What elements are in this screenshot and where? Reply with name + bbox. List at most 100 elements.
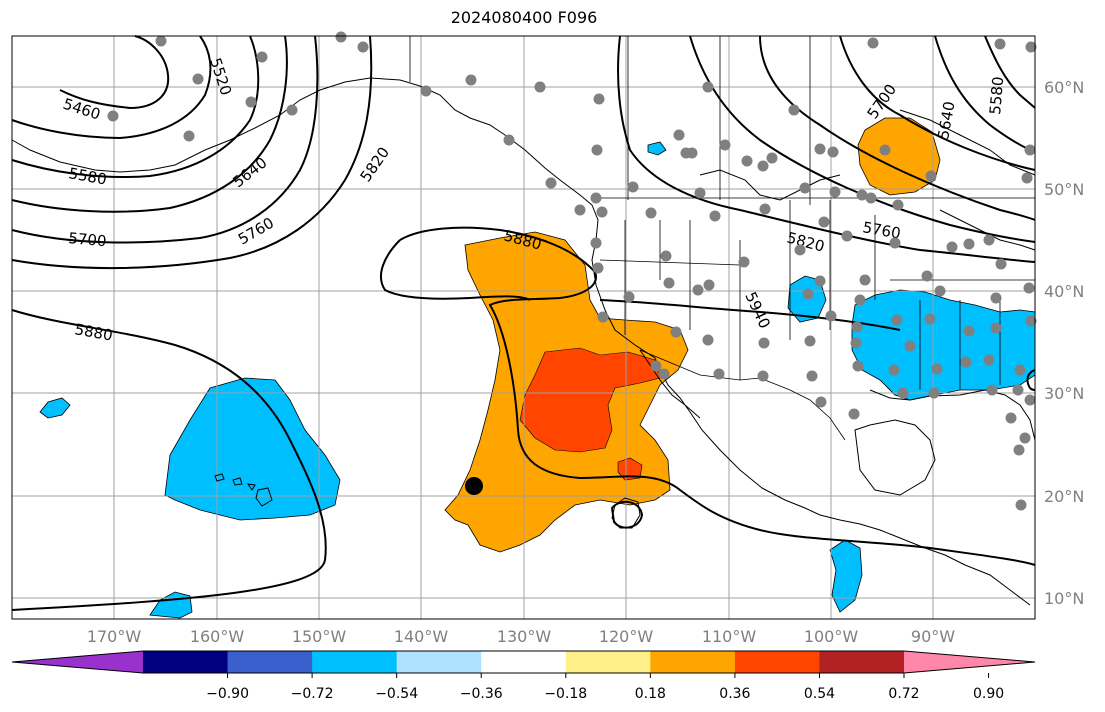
station-marker: [983, 354, 995, 366]
colorbar-extend-max: [904, 651, 1035, 673]
station-marker: [963, 238, 975, 250]
station-marker: [925, 170, 937, 182]
station-marker: [593, 93, 605, 105]
station-marker: [597, 311, 609, 323]
negative-anomaly-canada-small: [647, 141, 667, 156]
station-marker: [867, 37, 879, 49]
negative-anomaly-mexico-coast: [829, 539, 863, 613]
station-marker: [990, 322, 1002, 334]
station-marker: [702, 334, 714, 346]
station-marker: [818, 216, 830, 228]
station-marker: [663, 277, 675, 289]
station-marker: [545, 177, 557, 189]
colorbar-tick-label: 0.72: [888, 686, 919, 702]
station-marker: [590, 237, 602, 249]
colorbar-segment: [143, 651, 229, 673]
highlight-marker: [465, 477, 483, 495]
station-marker: [994, 38, 1006, 50]
station-marker: [670, 326, 682, 338]
station-marker: [990, 292, 1002, 304]
station-marker: [995, 258, 1007, 270]
station-marker: [879, 144, 891, 156]
station-marker: [960, 356, 972, 368]
colorbar-segment: [396, 651, 482, 673]
station-marker: [963, 325, 975, 337]
station-marker: [1012, 384, 1024, 396]
station-marker: [946, 241, 958, 253]
station-marker: [686, 147, 698, 159]
contour-label-5580-east: 5580: [986, 76, 1007, 116]
station-marker: [1024, 394, 1036, 406]
map-title: 2024080400 F096: [450, 8, 598, 27]
lon-label-160w: 160°W: [190, 627, 245, 646]
station-marker: [825, 310, 837, 322]
station-marker: [889, 237, 901, 249]
station-marker: [741, 155, 753, 167]
station-marker: [256, 51, 268, 63]
station-marker: [335, 31, 347, 43]
station-marker: [660, 250, 672, 262]
colorbar-tick-label: −0.36: [460, 686, 503, 702]
station-marker: [702, 81, 714, 93]
station-marker: [596, 206, 608, 218]
station-marker: [814, 275, 826, 287]
colorbar-segment: [312, 651, 398, 673]
strong-positive-anomaly-2: [617, 457, 643, 481]
station-marker: [854, 294, 866, 306]
latitude-labels: 60°N 50°N 40°N 30°N 20°N 10°N: [1044, 78, 1084, 608]
station-marker: [627, 181, 639, 193]
station-marker: [155, 35, 167, 47]
station-marker: [921, 270, 933, 282]
lon-label-150w: 150°W: [292, 627, 347, 646]
negative-anomaly-hawaii: [164, 377, 341, 521]
station-marker: [1024, 144, 1036, 156]
station-marker: [814, 143, 826, 155]
station-marker: [892, 199, 904, 211]
station-marker: [658, 368, 670, 380]
station-marker: [645, 207, 657, 219]
station-marker: [357, 41, 369, 53]
colorbar-tick-label: 0.36: [719, 686, 750, 702]
hawaii-islands: [214, 473, 273, 507]
station-marker: [1025, 315, 1037, 327]
station-marker: [623, 291, 635, 303]
lat-label-40n: 40°N: [1044, 282, 1084, 301]
station-marker: [709, 210, 721, 222]
colorbar-segment: [819, 651, 905, 673]
station-marker: [1005, 412, 1017, 424]
station-marker: [107, 110, 119, 122]
station-marker: [1013, 444, 1025, 456]
station-marker: [1015, 499, 1027, 511]
station-marker: [983, 234, 995, 246]
station-marker: [650, 360, 662, 372]
lon-label-90w: 90°W: [911, 627, 955, 646]
strong-positive-anomaly: [519, 347, 661, 453]
colorbar-tick-label: −0.72: [291, 686, 334, 702]
station-marker: [788, 104, 800, 116]
station-marker: [245, 96, 257, 108]
colorbar-segment: [734, 651, 820, 673]
station-marker: [865, 192, 877, 204]
station-marker: [503, 134, 515, 146]
station-marker: [758, 337, 770, 349]
station-marker: [534, 81, 546, 93]
station-marker: [815, 396, 827, 408]
station-marker: [827, 146, 839, 158]
station-marker: [719, 139, 731, 151]
station-marker: [1014, 364, 1026, 376]
station-markers: [107, 31, 1037, 511]
station-marker: [848, 408, 860, 420]
station-marker: [1025, 41, 1037, 53]
station-marker: [713, 368, 725, 380]
station-marker: [850, 337, 862, 349]
station-marker: [757, 160, 769, 172]
lon-label-130w: 130°W: [497, 627, 552, 646]
station-marker: [802, 288, 814, 300]
borders: [409, 36, 1035, 441]
station-marker: [888, 364, 900, 376]
colorbar-segment: [650, 651, 736, 673]
station-marker: [1019, 432, 1031, 444]
longitude-labels: 170°W 160°W 150°W 140°W 130°W 120°W 110°…: [87, 627, 955, 646]
colorbar-extend-min: [12, 651, 143, 673]
